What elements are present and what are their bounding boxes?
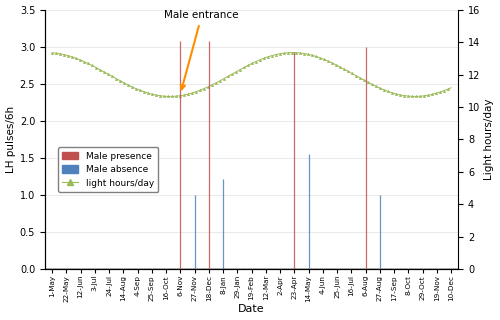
- Legend: Male presence, Male absence, light hours/day: Male presence, Male absence, light hours…: [58, 147, 158, 192]
- X-axis label: Date: Date: [238, 304, 265, 315]
- Y-axis label: Light hours/day: Light hours/day: [484, 99, 494, 180]
- Text: Male entrance: Male entrance: [164, 11, 239, 89]
- Y-axis label: LH pulses/6h: LH pulses/6h: [6, 106, 16, 173]
